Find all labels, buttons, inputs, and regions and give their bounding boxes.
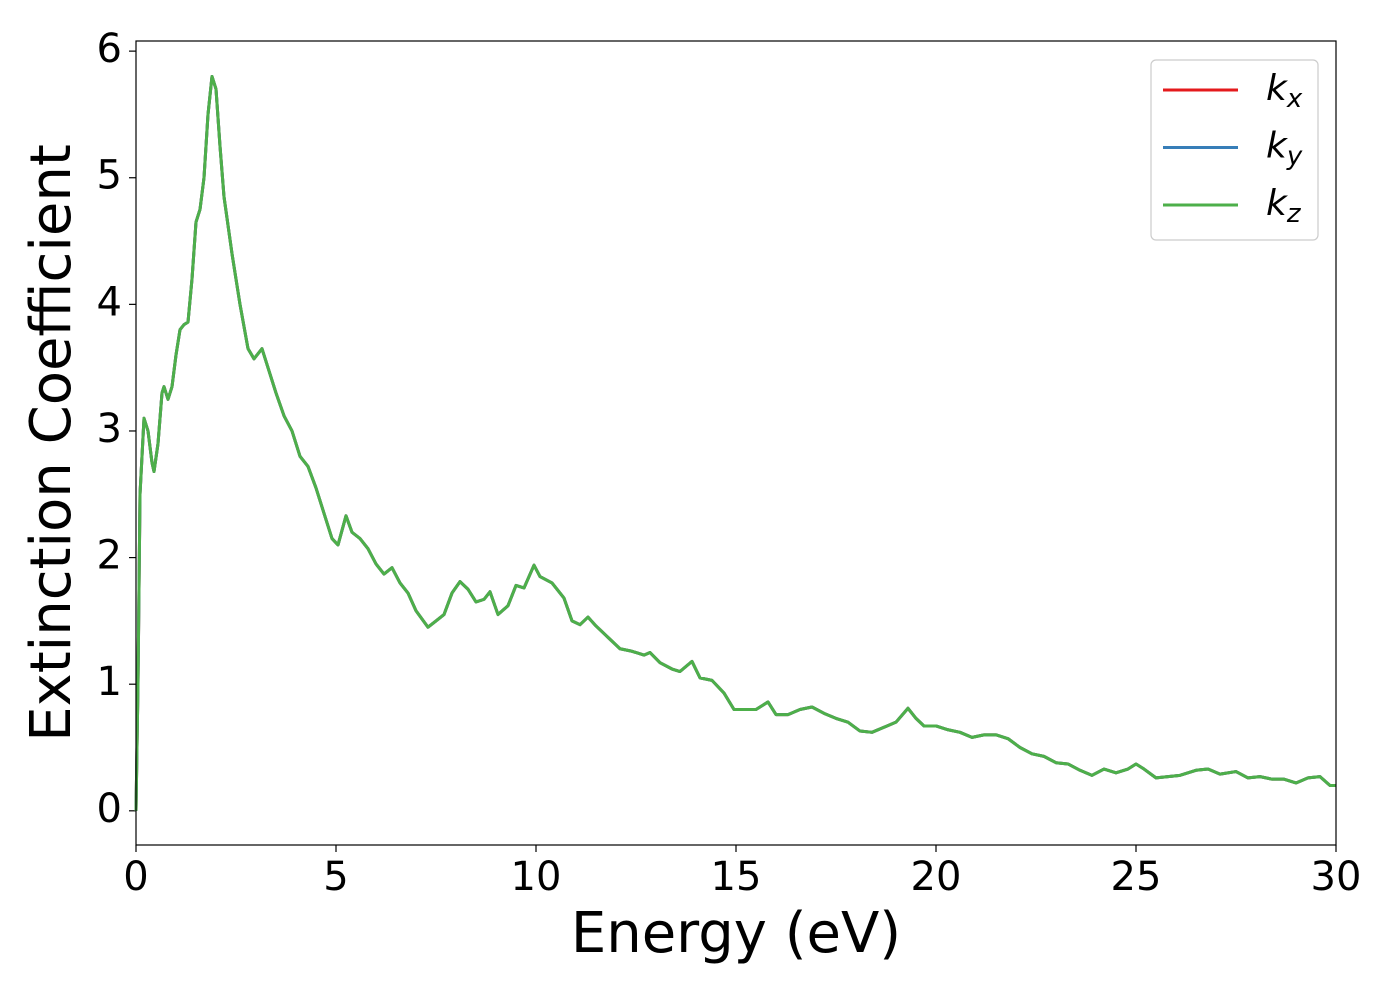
y-tick-label: 5 [97,153,122,199]
legend-box [1150,59,1319,241]
y-tick-label: 4 [97,279,122,325]
x-tick-label: 20 [911,854,962,900]
x-tick-label: 30 [1311,854,1362,900]
legend-label: kz [1266,183,1302,229]
y-tick-label: 6 [97,26,122,72]
y-tick-label: 3 [97,406,122,452]
legend: kx ky kz [1150,59,1319,241]
x-tick-label: 0 [123,854,148,900]
x-tick-label: 5 [323,854,348,900]
legend-label: kx [1266,68,1303,114]
y-tick-label: 0 [97,786,122,832]
y-axis-label: Extinction Coefficient [19,144,84,742]
legend-label: ky [1266,126,1303,172]
x-tick-label: 10 [511,854,562,900]
x-tick-label: 25 [1111,854,1162,900]
x-tick-label: 15 [711,854,762,900]
y-tick-label: 1 [97,659,122,705]
x-axis-label: Energy (eV) [571,901,901,966]
y-tick-label: 2 [97,533,122,579]
data-line [134,74,1336,811]
plot-frame [135,40,1337,846]
